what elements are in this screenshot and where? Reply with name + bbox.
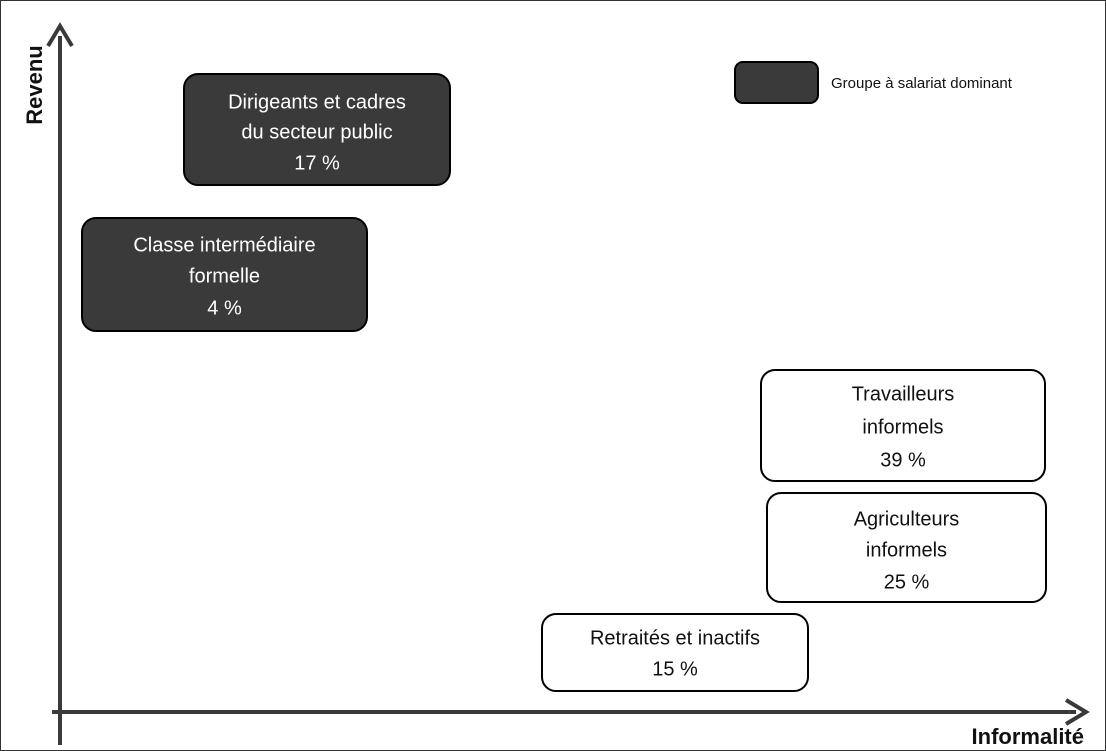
- group-label: du secteur public: [241, 121, 392, 143]
- group-box: [541, 613, 809, 692]
- group-box: [81, 217, 368, 332]
- y-axis-label: Revenu: [22, 45, 47, 124]
- group-label: Classe intermédiaire: [133, 234, 315, 256]
- group-share: 39 %: [880, 449, 926, 471]
- group-share: 17 %: [294, 152, 340, 174]
- group-box: [766, 492, 1047, 603]
- group-label: Agriculteurs: [854, 508, 960, 530]
- group-label: formelle: [189, 265, 260, 287]
- legend-swatch: [734, 61, 819, 104]
- group-share: 15 %: [652, 658, 698, 680]
- y-axis-arrow: [46, 22, 74, 48]
- group-share: 25 %: [884, 571, 930, 593]
- group-label: informels: [866, 539, 947, 561]
- legend-label: Groupe à salariat dominant: [831, 75, 1013, 92]
- group-box: [183, 73, 451, 186]
- group-label: Retraités et inactifs: [590, 627, 760, 649]
- group-box: [760, 369, 1046, 482]
- group-label: informels: [862, 416, 943, 438]
- x-axis-arrow: [1064, 698, 1090, 726]
- group-label: Travailleurs: [852, 383, 955, 405]
- group-share: 4 %: [207, 297, 242, 319]
- x-axis-label: Informalité: [972, 724, 1084, 749]
- group-label: Dirigeants et cadres: [228, 91, 406, 113]
